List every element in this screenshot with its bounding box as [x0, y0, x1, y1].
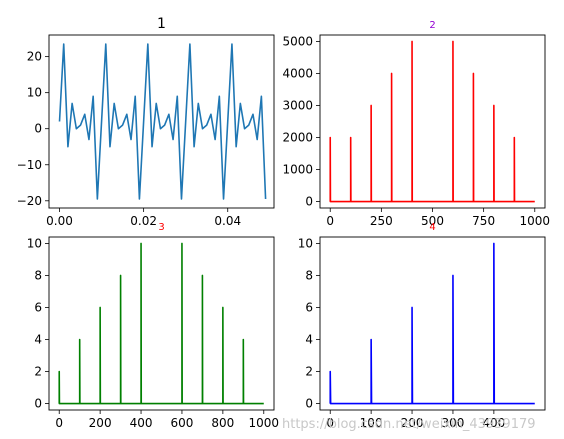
y-tick-label: 6	[34, 300, 42, 314]
axes-frame	[319, 236, 546, 411]
x-tick-label: 250	[370, 214, 393, 228]
y-tick-label: 8	[305, 268, 313, 282]
x-tick-label: 300	[442, 416, 465, 430]
subplot-1: 1 0.00 0.02 0.04 −20 −10 0 10 20	[17, 16, 275, 228]
subplot-title: 2	[429, 20, 435, 31]
x-tick-label: 0.04	[214, 214, 241, 228]
y-tick-label: 2000	[282, 131, 313, 145]
y-tick-label: 8	[34, 268, 42, 282]
x-tick-label: 0	[326, 416, 334, 430]
x-tick-label: 400	[482, 416, 505, 430]
subplot-title: 3	[158, 222, 164, 233]
subplot-4: 4 0 100 200 300 400 0 2 4 6 8 10	[298, 222, 546, 430]
y-tick-label: 4000	[282, 66, 313, 80]
y-tick-label: 20	[27, 50, 42, 64]
subplot-2: 2 0 250 500 750 1000 0 1000 2000 3000 4000 5000	[282, 20, 550, 228]
y-tick-label: 0	[34, 122, 42, 136]
subplot-title: 1	[157, 16, 166, 32]
subplot-title: 4	[429, 222, 435, 233]
x-tick-label: 500	[421, 214, 444, 228]
series-line	[329, 242, 535, 405]
y-tick-label: 2	[305, 365, 313, 379]
x-tick-label: 200	[401, 416, 424, 430]
x-tick-label: 0	[326, 214, 334, 228]
y-tick-label: 5000	[282, 34, 313, 48]
series-line	[329, 40, 535, 203]
x-tick-label: 1000	[519, 214, 550, 228]
axes-frame	[48, 236, 275, 411]
x-tick-label: 1000	[248, 416, 279, 430]
x-tick-label: 600	[171, 416, 194, 430]
y-tick-label: 3000	[282, 98, 313, 112]
y-tick-label: 10	[27, 236, 42, 250]
y-tick-label: 4	[305, 333, 313, 347]
x-tick-label: 400	[130, 416, 153, 430]
series-line	[58, 242, 264, 405]
y-tick-label: 10	[298, 236, 313, 250]
y-tick-label: −10	[17, 158, 42, 172]
axes-frame	[48, 34, 275, 209]
x-tick-label: 800	[211, 416, 234, 430]
x-tick-label: 750	[472, 214, 495, 228]
x-tick-label: 0	[55, 416, 63, 430]
subplot-3: 3 0 200 400 600 800 1000 0 2 4 6 8 10	[27, 222, 279, 430]
x-tick-label: 100	[360, 416, 383, 430]
y-tick-label: 10	[27, 86, 42, 100]
y-tick-label: 1000	[282, 163, 313, 177]
x-tick-label: 0.02	[130, 214, 157, 228]
y-tick-label: 6	[305, 300, 313, 314]
x-tick-label: 0.00	[46, 214, 73, 228]
y-tick-label: −20	[17, 194, 42, 208]
y-tick-label: 0	[34, 397, 42, 411]
y-tick-label: 0	[305, 397, 313, 411]
y-tick-label: 4	[34, 333, 42, 347]
series-line	[58, 43, 267, 200]
watermark-text: https://blog.csdn.net/weixin_43939179	[282, 417, 536, 432]
y-tick-label: 0	[305, 195, 313, 209]
x-tick-label: 200	[89, 416, 112, 430]
y-tick-label: 2	[34, 365, 42, 379]
